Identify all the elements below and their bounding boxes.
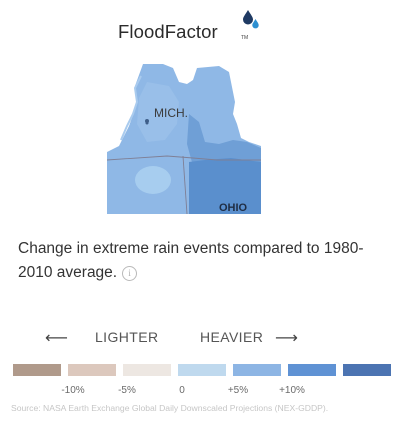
ohio-region bbox=[189, 158, 261, 214]
trademark: TM bbox=[241, 35, 249, 41]
logo-wordmark: FloodFactor bbox=[118, 21, 218, 42]
legend-swatch bbox=[123, 364, 171, 376]
direction-indicator: ⟵ LIGHTER HEAVIER ⟶ bbox=[45, 327, 375, 347]
lake-michigan-shore bbox=[120, 75, 142, 141]
legend-tick-label: 0 bbox=[179, 385, 185, 396]
legend-color-scale bbox=[13, 364, 398, 376]
source-note: Source: NASA Earth Exchange Global Daily… bbox=[11, 403, 329, 413]
legend-swatch bbox=[343, 364, 391, 376]
label-ohio: OHIO bbox=[219, 202, 248, 214]
state-border bbox=[107, 155, 261, 161]
legend-swatch bbox=[233, 364, 281, 376]
lighter-label: LIGHTER bbox=[95, 329, 159, 345]
legend-swatch bbox=[288, 364, 336, 376]
floodfactor-logo: FloodFactor TM bbox=[118, 9, 268, 45]
state-border-vertical bbox=[182, 155, 188, 214]
city-dot bbox=[145, 121, 149, 125]
caption-text: Change in extreme rain events compared t… bbox=[18, 240, 364, 281]
legend-swatch bbox=[13, 364, 61, 376]
legend-tick-label: +10% bbox=[279, 385, 305, 396]
legend-tick-label: +5% bbox=[227, 385, 249, 396]
legend-swatch bbox=[178, 364, 226, 376]
dark-drop-icon bbox=[243, 10, 253, 25]
light-patch bbox=[135, 166, 171, 194]
raindrops-icon bbox=[243, 10, 259, 29]
rainfall-map: MICH. OHIO bbox=[107, 64, 261, 214]
info-icon[interactable]: i bbox=[122, 266, 138, 281]
heavier-label: HEAVIER bbox=[200, 329, 264, 345]
label-michigan: MICH. bbox=[154, 106, 188, 120]
left-arrow-icon: ⟵ bbox=[45, 330, 69, 347]
right-arrow-icon: ⟶ bbox=[275, 330, 299, 347]
map-caption: Change in extreme rain events compared t… bbox=[18, 237, 388, 285]
legend-tick-label: -5% bbox=[118, 385, 136, 396]
michigan-inner-light bbox=[137, 82, 179, 142]
light-drop-icon bbox=[252, 19, 259, 29]
legend-tick-label: -10% bbox=[61, 385, 85, 396]
legend-swatch bbox=[68, 364, 116, 376]
